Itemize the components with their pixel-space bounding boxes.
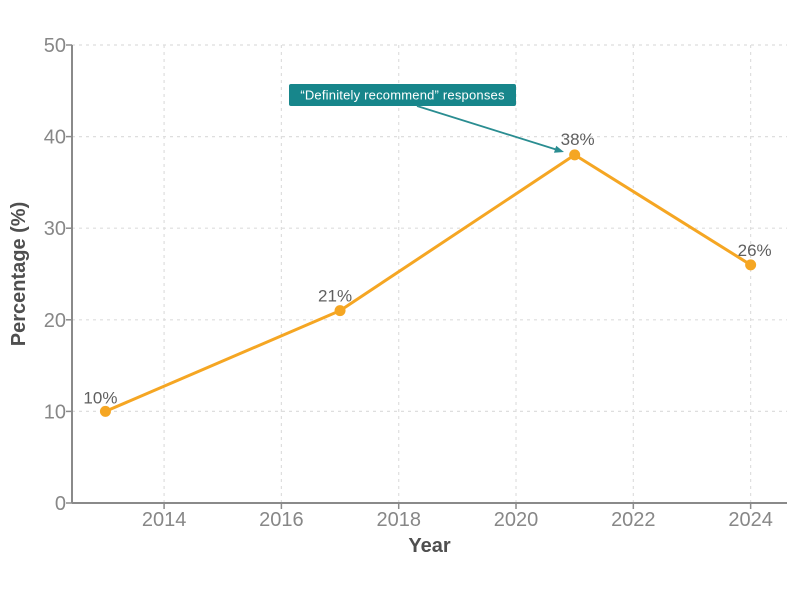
annotation-arrow (416, 105, 560, 152)
y-tick-label: 30 (44, 218, 66, 240)
annotation-text: “Definitely recommend” responses (300, 88, 505, 103)
axes: 2014 2016 2018 2020 2022 2024 0 10 20 30 40 50 (44, 35, 787, 531)
data-point (334, 305, 346, 317)
y-tick-label: 0 (55, 493, 66, 515)
y-tick-label: 20 (44, 310, 66, 332)
x-axis-title: Year (408, 535, 450, 557)
annotation-arrowhead (554, 145, 564, 153)
annotation: “Definitely recommend” responses (289, 84, 564, 153)
series-line (103, 153, 753, 413)
data-point-label: 26% (738, 241, 772, 260)
x-tick-label: 2024 (728, 509, 773, 531)
y-tick-label: 40 (44, 127, 66, 149)
data-point (569, 149, 581, 161)
x-tick-label: 2016 (259, 509, 304, 531)
annotation-box (289, 84, 516, 106)
data-point-label: 21% (318, 287, 352, 306)
x-tick-label: 2018 (376, 509, 421, 531)
y-axis-title: Percentage (%) (8, 202, 30, 347)
data-point (99, 405, 111, 417)
data-point (745, 259, 757, 271)
gridlines (72, 44, 787, 503)
y-tick-label: 10 (44, 401, 66, 423)
x-tick-label: 2022 (611, 509, 656, 531)
x-tick-label: 2014 (142, 509, 187, 531)
x-tick-label: 2020 (494, 509, 539, 531)
data-point-label: 10% (83, 388, 117, 407)
data-point-label: 38% (561, 130, 595, 149)
y-tick-label: 50 (44, 35, 66, 57)
